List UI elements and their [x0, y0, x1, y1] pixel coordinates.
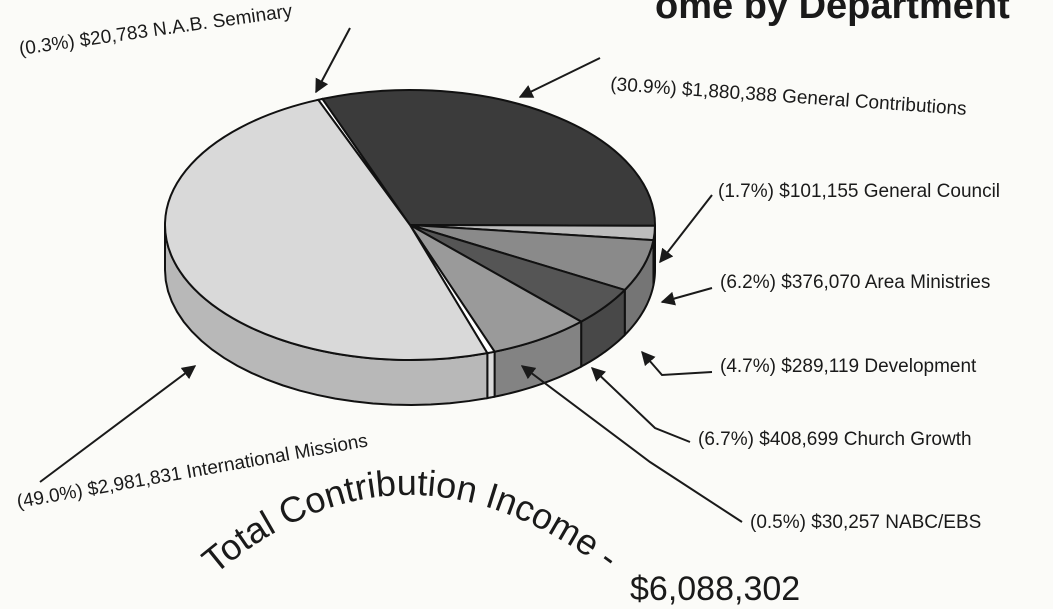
slice-name: NABC/EBS	[885, 512, 981, 533]
slice-name: N.A.B. Seminary	[152, 1, 294, 41]
leader-line	[315, 27, 351, 94]
slice-label: (4.7%) $289,119 Development	[720, 356, 977, 377]
slice-label: (6.7%) $408,699 Church Growth	[698, 429, 972, 450]
slice-percent: (49.0%)	[15, 481, 84, 513]
slice-name: Development	[864, 356, 977, 377]
slice-amount: $20,783	[78, 21, 149, 51]
pie	[164, 89, 657, 406]
slice-amount: $376,070	[781, 272, 860, 293]
total-label: Total Contribution Income -	[194, 462, 626, 581]
slice-amount: $1,880,388	[681, 79, 777, 107]
slice-percent: (1.7%)	[718, 181, 774, 202]
slice-percent: (30.9%)	[610, 74, 678, 100]
slice-percent: (0.5%)	[750, 512, 806, 533]
leader-line	[660, 287, 713, 306]
slice-label: (30.9%) $1,880,388 General Contributions	[610, 74, 968, 120]
total-value: $6,088,302	[630, 570, 800, 608]
leader-line	[659, 194, 713, 264]
leader-line	[641, 350, 713, 377]
chart-title: ome by Department	[655, 0, 1010, 27]
slice-amount: $101,155	[779, 181, 858, 202]
slice-amount: $30,257	[811, 512, 880, 533]
slice-percent: (0.3%)	[18, 31, 76, 60]
slice-percent: (6.7%)	[698, 429, 754, 450]
slice-amount: $408,699	[759, 429, 838, 450]
pie-slice	[320, 89, 656, 227]
slice-name: Church Growth	[844, 429, 972, 450]
total-label-path: Total Contribution Income -	[194, 462, 626, 581]
slice-name: General Contributions	[781, 86, 967, 120]
slice-label: (6.2%) $376,070 Area Ministries	[720, 272, 990, 293]
slice-amount: $2,981,831	[86, 463, 183, 500]
slice-percent: (4.7%)	[720, 356, 776, 377]
leader-line	[39, 365, 197, 483]
pie-slice-side	[486, 350, 496, 400]
slice-label: (1.7%) $101,155 General Council	[718, 181, 1000, 202]
leader-line	[518, 57, 601, 98]
slice-amount: $289,119	[781, 356, 859, 377]
slice-percent: (6.2%)	[720, 272, 776, 293]
leader-line	[520, 365, 743, 523]
slice-label: (0.3%) $20,783 N.A.B. Seminary	[18, 1, 294, 60]
slice-name: General Council	[864, 181, 1000, 202]
slice-label: (0.5%) $30,257 NABC/EBS	[750, 512, 981, 533]
pie-slice	[164, 98, 489, 361]
slice-name: Area Ministries	[865, 272, 991, 293]
leader-line	[590, 367, 691, 443]
